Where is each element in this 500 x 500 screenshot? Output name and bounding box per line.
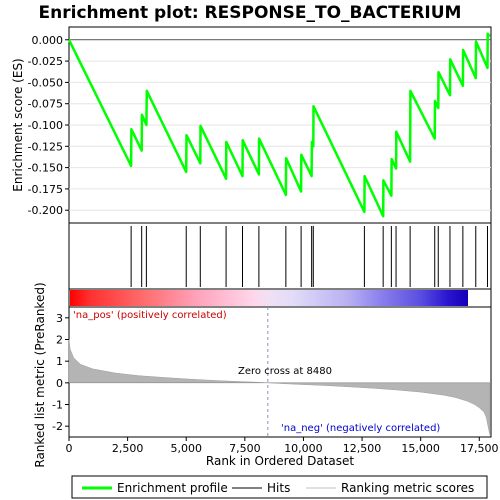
x-tick-label: 7,500 xyxy=(229,442,261,455)
legend-metric-label: Ranking metric scores xyxy=(341,481,474,495)
es-y-tick-label: -0.150 xyxy=(28,162,63,175)
heatbar-fill xyxy=(70,290,468,306)
neg-label: 'na_neg' (negatively correlated) xyxy=(281,423,440,434)
x-tick-label: 17,500 xyxy=(460,442,499,455)
legend-enrichment-label: Enrichment profile xyxy=(117,481,228,495)
x-tick-label: 10,000 xyxy=(284,442,323,455)
x-tick-label: 12,500 xyxy=(343,442,382,455)
x-tick-label: 5,000 xyxy=(170,442,202,455)
es-y-tick-label: 0.000 xyxy=(32,34,64,47)
chart-title: Enrichment plot: RESPONSE_TO_BACTERIUM xyxy=(39,3,462,23)
metric-y-tick-label: 2 xyxy=(56,334,63,347)
metric-y-tick-label: 0 xyxy=(56,377,63,390)
enrichment-profile-line xyxy=(67,32,491,218)
metric-y-tick-label: 3 xyxy=(56,312,63,325)
es-y-axis-label: Enrichment score (ES) xyxy=(11,58,25,191)
x-tick-label: 2,500 xyxy=(112,442,144,455)
enrichment-profile-series xyxy=(67,32,491,218)
metric-y-tick-label: -2 xyxy=(52,420,63,433)
x-axis-label: Rank in Ordered Dataset xyxy=(206,454,354,468)
metric-y-ticks: 3 2 1 0 -1 -2 xyxy=(52,312,69,433)
es-y-tick-label: -0.200 xyxy=(28,204,63,217)
legend-frame xyxy=(71,475,488,499)
es-gridlines xyxy=(69,39,491,211)
pos-label: 'na_pos' (positively correlated) xyxy=(73,310,227,321)
es-y-ticks: 0.000 -0.025 -0.050 -0.075 -0.100 -0.125 -0.15… xyxy=(28,34,69,217)
ranking-metric-area xyxy=(68,307,491,437)
es-y-tick-label: -0.100 xyxy=(28,119,63,132)
legend-hits-label: Hits xyxy=(267,481,290,495)
legend: Enrichment profile Hits Ranking metric s… xyxy=(71,475,488,499)
hit-lines xyxy=(130,226,488,287)
metric-y-tick-label: 1 xyxy=(56,355,63,368)
metric-y-axis-label: Ranked list metric (PreRanked) xyxy=(33,282,47,467)
x-tick-label: 15,000 xyxy=(401,442,440,455)
ranking-heatbar xyxy=(70,290,468,306)
x-ticks: 0 2,500 5,000 7,500 10,000 12,500 15,000 17,500 xyxy=(66,437,499,455)
es-y-tick-label: -0.175 xyxy=(28,183,63,196)
es-y-tick-label: -0.050 xyxy=(28,76,63,89)
es-y-tick-label: -0.025 xyxy=(28,55,63,68)
hits-panel-frame xyxy=(68,222,492,290)
zero-cross-label: Zero cross at 8480 xyxy=(238,366,332,377)
x-tick-label: 0 xyxy=(66,442,73,455)
metric-panel-frame xyxy=(68,306,492,438)
ranking-metric-scores xyxy=(68,339,491,435)
es-y-tick-label: -0.075 xyxy=(28,98,63,111)
es-y-tick-label: -0.125 xyxy=(28,140,63,153)
metric-y-tick-label: -1 xyxy=(52,399,63,412)
